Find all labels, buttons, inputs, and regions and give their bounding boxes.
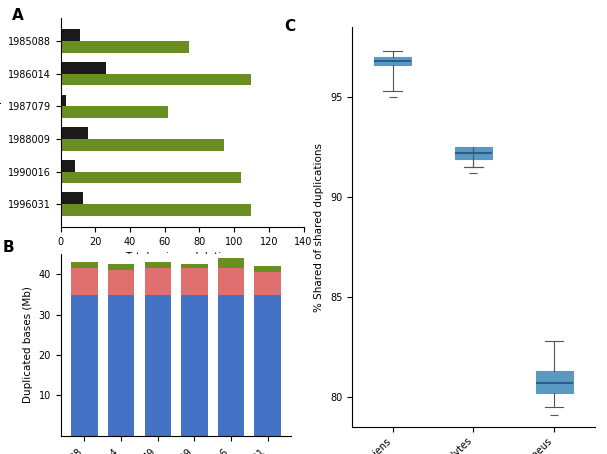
Bar: [61, 192, 83, 204]
Bar: [61, 139, 224, 151]
Bar: [61, 29, 80, 41]
Bar: [61, 172, 241, 183]
Bar: [181, 264, 208, 268]
Bar: [218, 258, 244, 268]
Text: C: C: [284, 19, 295, 34]
Bar: [108, 295, 134, 436]
Text: B: B: [3, 240, 15, 255]
Bar: [61, 94, 66, 106]
Y-axis label: Duplicated bases (Mb): Duplicated bases (Mb): [23, 286, 33, 404]
Y-axis label: % Shared of shared duplications: % Shared of shared duplications: [314, 143, 324, 311]
Bar: [108, 264, 134, 271]
Bar: [144, 262, 171, 268]
Bar: [144, 295, 171, 436]
Bar: [254, 266, 281, 272]
Text: A: A: [12, 8, 24, 23]
Bar: [71, 268, 98, 295]
Y-axis label: Vervet samples: Vervet samples: [0, 82, 2, 163]
Bar: [61, 160, 75, 172]
Bar: [218, 268, 244, 295]
Bar: [61, 204, 251, 216]
Bar: [144, 268, 171, 295]
Bar: [71, 295, 98, 436]
Bar: [181, 268, 208, 295]
Bar: [181, 295, 208, 436]
Bar: [254, 295, 281, 436]
X-axis label: Total unique deletions: Total unique deletions: [124, 252, 240, 262]
Bar: [61, 106, 168, 118]
PathPatch shape: [536, 371, 572, 393]
PathPatch shape: [455, 147, 492, 159]
Bar: [61, 127, 89, 139]
Bar: [218, 295, 244, 436]
Bar: [61, 74, 251, 85]
PathPatch shape: [375, 57, 411, 65]
Bar: [71, 262, 98, 268]
Bar: [61, 41, 189, 53]
Bar: [108, 271, 134, 295]
Bar: [254, 272, 281, 295]
Bar: [61, 62, 106, 74]
